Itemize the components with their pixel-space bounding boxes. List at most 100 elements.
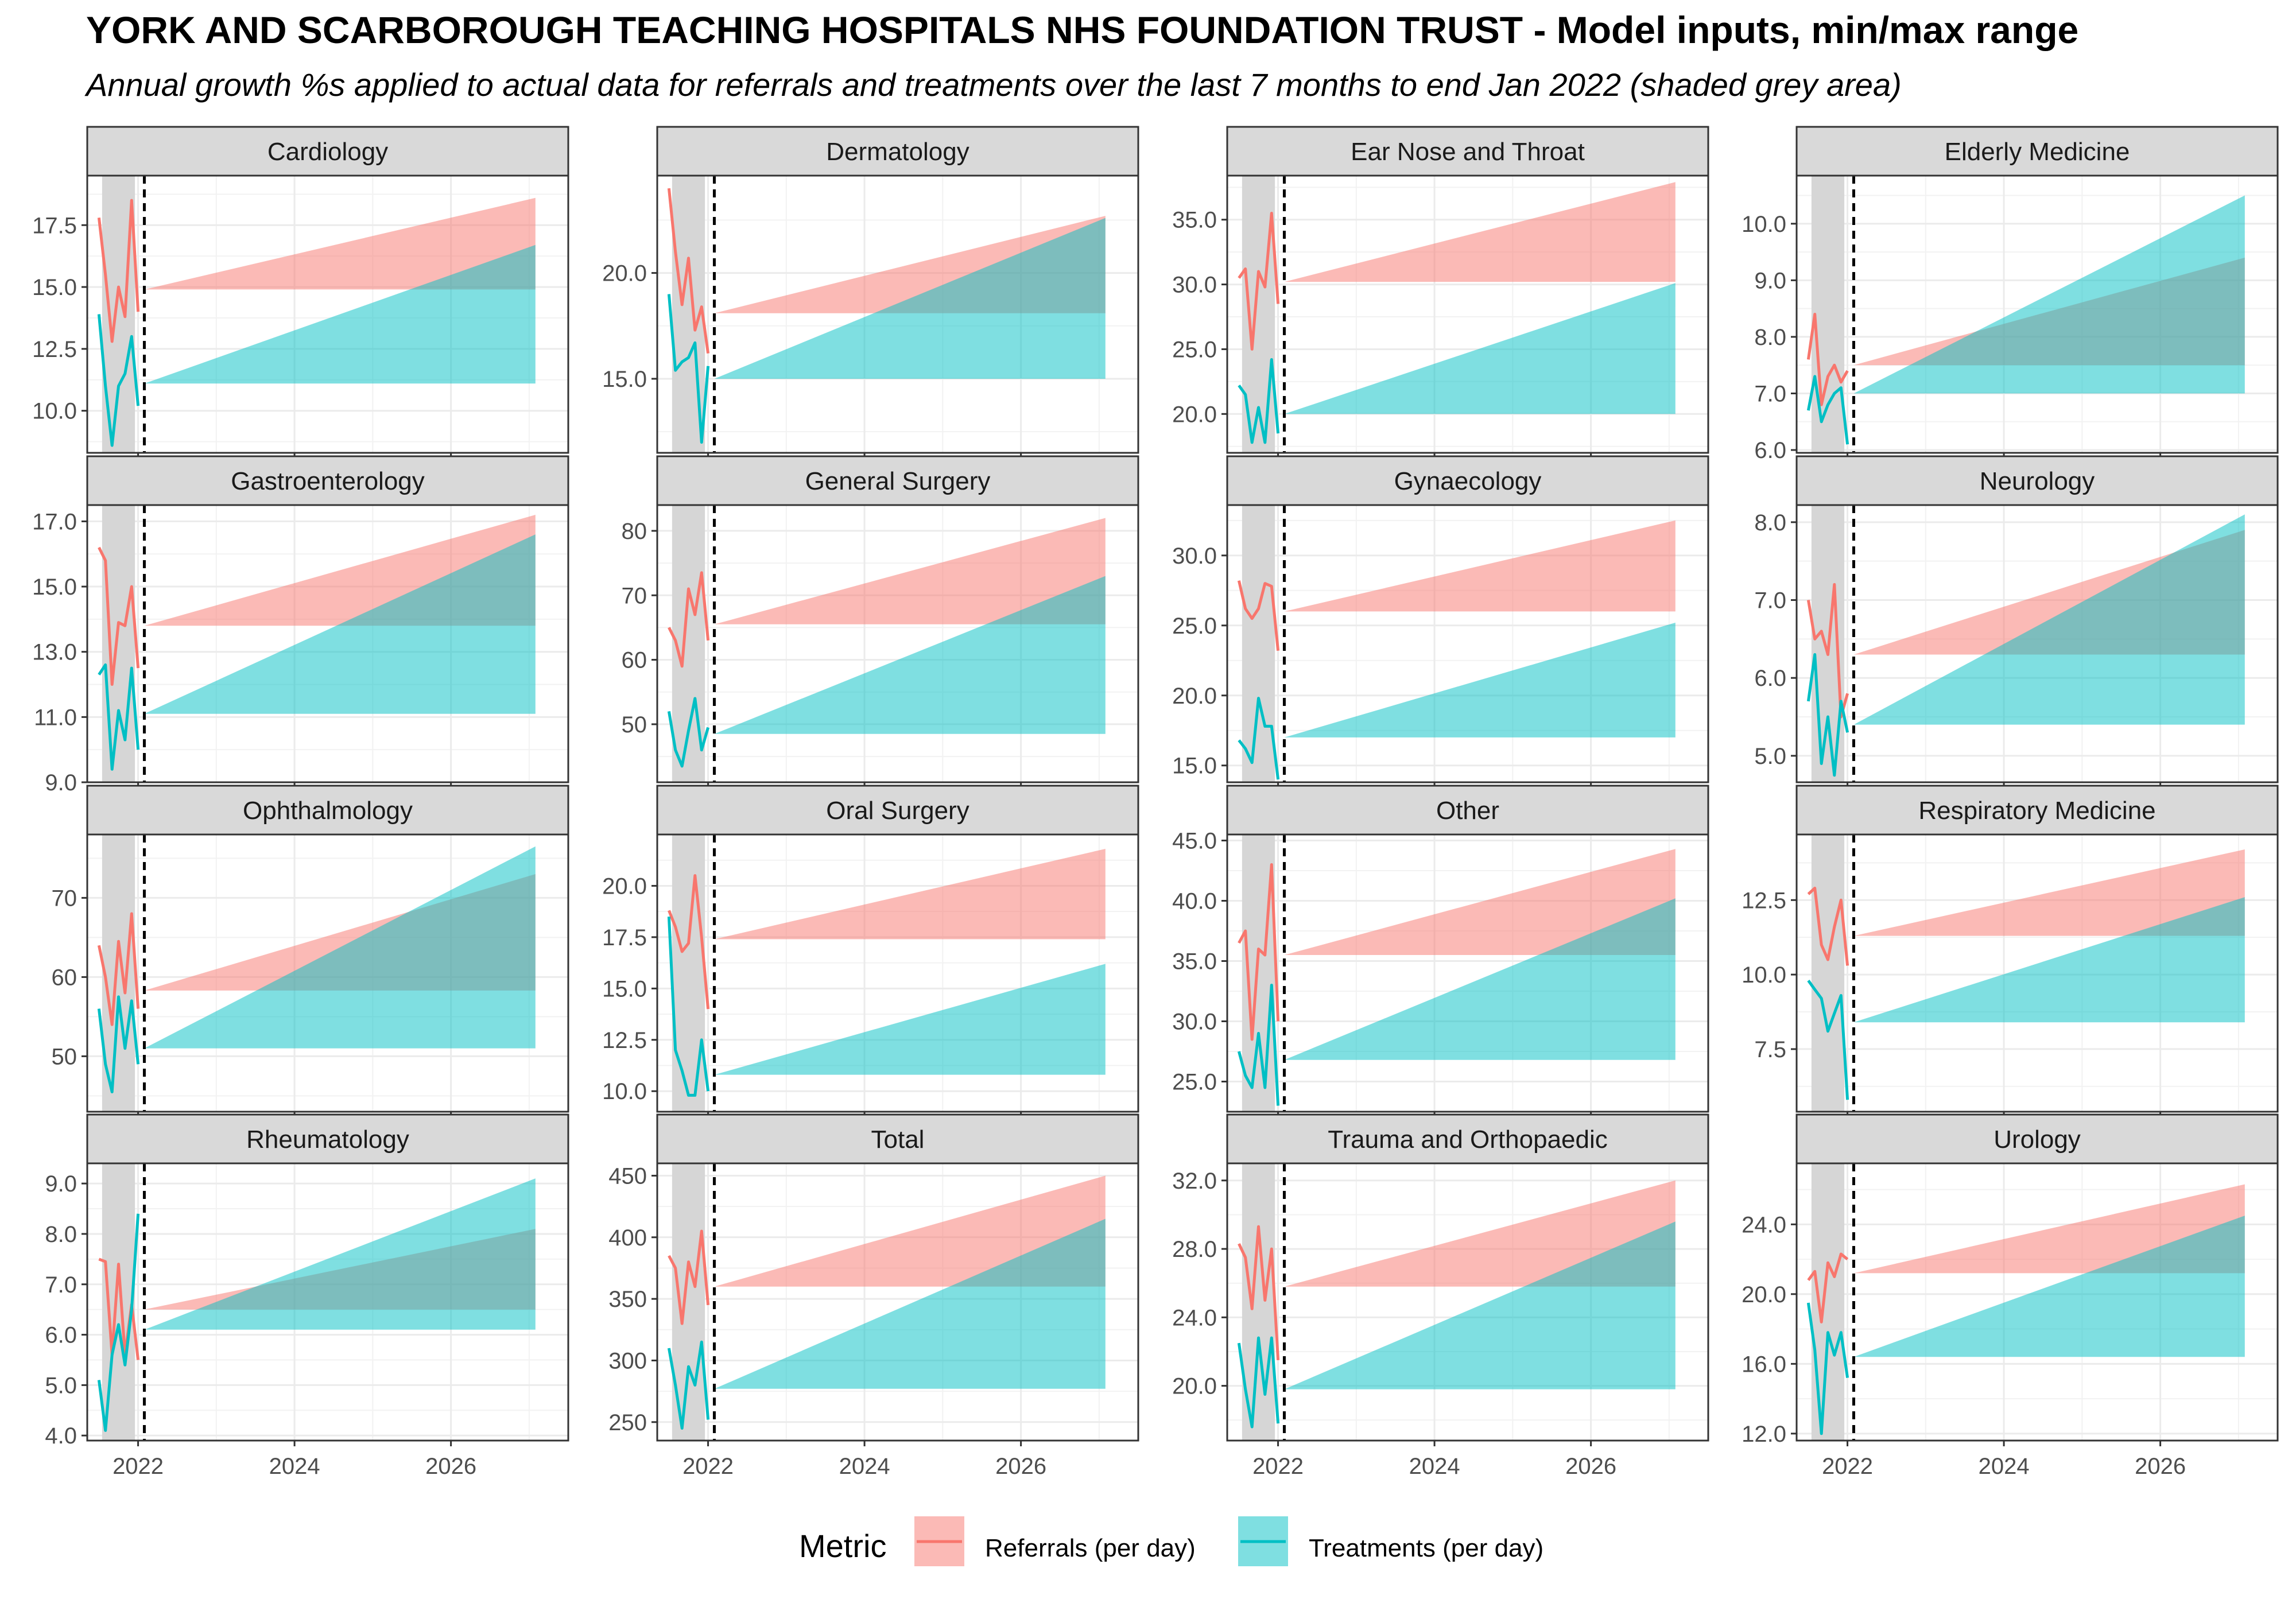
y-tick-label: 17.0 xyxy=(32,509,77,534)
facet-panels: Cardiology 10.0 12.5 15.0 17.5 Dermatology 15.… xyxy=(32,126,2279,1479)
y-tick-label: 25.0 xyxy=(1172,337,1217,362)
legend: Metric Referrals (per day) Treatments (p… xyxy=(799,1516,1543,1566)
treatments-actual-line xyxy=(1237,1336,1280,1429)
referrals-actual-line xyxy=(668,874,710,1010)
y-tick-label: 15.0 xyxy=(32,575,77,600)
facet-strip-label: Dermatology xyxy=(826,138,969,166)
y-tick-label: 50 xyxy=(52,1044,77,1069)
facet-strip-label: Rheumatology xyxy=(246,1125,409,1154)
referrals-actual-line xyxy=(97,912,140,1026)
facet-panel: Gynaecology 15.0 20.0 25.0 30.0 xyxy=(1172,455,1709,788)
y-tick-label: 8.0 xyxy=(1754,325,1786,350)
y-tick-label: 20.0 xyxy=(1172,684,1217,709)
y-tick-label: 17.5 xyxy=(602,925,647,950)
x-tick-label: 2024 xyxy=(1409,1454,1460,1479)
facet-strip-label: Gastroenterology xyxy=(231,467,425,495)
facet-panel: Trauma and Orthopaedic 20.0 24.0 28.0 32.0 20… xyxy=(1172,1113,1709,1479)
treatments-projection-band xyxy=(144,1178,536,1330)
facet-strip xyxy=(1795,1113,2279,1165)
treatments-actual-line xyxy=(1806,653,1849,777)
legend-title: Metric xyxy=(799,1528,886,1564)
y-tick-label: 17.5 xyxy=(32,213,77,238)
facet-strip xyxy=(86,126,569,177)
y-tick-label: 7.0 xyxy=(45,1272,77,1298)
y-tick-label: 35.0 xyxy=(1172,208,1217,233)
y-tick-label: 40.0 xyxy=(1172,889,1217,914)
facet-panel: Oral Surgery 10.0 12.5 15.0 17.5 20.0 xyxy=(602,785,1139,1117)
treatments-projection-band xyxy=(1284,283,1676,414)
y-tick-label: 60 xyxy=(52,965,77,990)
treatments-actual-line xyxy=(667,916,710,1097)
y-tick-label: 7.0 xyxy=(1754,588,1786,614)
facet-strip-label: General Surgery xyxy=(805,467,991,495)
facet-strip-label: Ophthalmology xyxy=(243,797,413,825)
y-tick-label: 20.0 xyxy=(1172,1374,1217,1399)
x-tick-label: 2026 xyxy=(995,1454,1046,1479)
facet-panel: General Surgery 50 60 70 80 xyxy=(622,455,1139,788)
treatments-projection-band xyxy=(1284,1221,1676,1389)
y-tick-label: 8.0 xyxy=(1754,510,1786,535)
facet-strip xyxy=(86,455,569,506)
treatments-projection-band xyxy=(1853,195,2245,394)
y-tick-label: 70 xyxy=(52,886,77,911)
facet-panel: Rheumatology 4.0 5.0 6.0 7.0 8.0 9.0 2022 2024 20… xyxy=(45,1113,569,1479)
treatments-actual-line xyxy=(667,697,710,768)
x-tick-label: 2026 xyxy=(425,1454,476,1479)
y-tick-label: 25.0 xyxy=(1172,1070,1217,1095)
facet-strip-label: Oral Surgery xyxy=(826,797,969,825)
facet-strip-label: Elderly Medicine xyxy=(1945,138,2130,166)
treatments-projection-band xyxy=(144,534,536,714)
facet-strip-label: Total xyxy=(871,1125,925,1154)
referrals-projection-band xyxy=(714,518,1106,624)
y-tick-label: 30.0 xyxy=(1172,544,1217,569)
actual-period-shade xyxy=(102,505,135,782)
treatments-projection-band xyxy=(1284,622,1676,737)
treatments-actual-line xyxy=(1237,984,1280,1106)
facet-strip xyxy=(656,785,1139,836)
y-tick-label: 16.0 xyxy=(1742,1352,1786,1377)
facet-strip-label: Urology xyxy=(1994,1125,2081,1154)
facet-panel: Gastroenterology 9.0 11.0 13.0 15.0 17.0 xyxy=(32,455,569,795)
facet-strip xyxy=(1226,785,1709,836)
facet-strip-label: Gynaecology xyxy=(1394,467,1542,495)
facet-panel: Dermatology 15.0 20.0 xyxy=(602,126,1139,459)
treatments-projection-band xyxy=(714,576,1106,734)
x-tick-label: 2024 xyxy=(839,1454,890,1479)
x-tick-label: 2026 xyxy=(2135,1454,2186,1479)
y-tick-label: 12.5 xyxy=(602,1028,647,1053)
treatments-projection-band xyxy=(714,1218,1106,1389)
actual-period-shade xyxy=(1811,834,1845,1112)
referrals-projection-band xyxy=(1284,849,1676,955)
chart-title: YORK AND SCARBOROUGH TEACHING HOSPITALS … xyxy=(86,9,2079,51)
y-tick-label: 15.0 xyxy=(602,976,647,1002)
y-tick-label: 24.0 xyxy=(1172,1305,1217,1330)
facet-panel: Respiratory Medicine 7.5 10.0 12.5 xyxy=(1742,785,2279,1117)
facet-panel: Cardiology 10.0 12.5 15.0 17.5 xyxy=(32,126,569,459)
facet-strip xyxy=(1795,126,2279,177)
y-tick-label: 6.0 xyxy=(1754,666,1786,691)
referrals-actual-line xyxy=(1237,580,1280,651)
y-tick-label: 9.0 xyxy=(45,1171,77,1197)
facet-strip-label: Respiratory Medicine xyxy=(1918,797,2155,825)
y-tick-label: 350 xyxy=(608,1287,647,1312)
treatments-projection-band xyxy=(144,846,536,1049)
treatments-actual-line xyxy=(1806,375,1849,445)
y-tick-label: 20.0 xyxy=(1172,402,1217,427)
y-tick-label: 10.0 xyxy=(1742,212,1786,237)
referrals-projection-band xyxy=(144,197,536,290)
y-tick-label: 9.0 xyxy=(45,770,77,795)
facet-strip xyxy=(656,126,1139,177)
actual-period-shade xyxy=(1811,1163,1845,1441)
y-tick-label: 45.0 xyxy=(1172,829,1217,854)
treatments-projection-band xyxy=(1853,514,2245,725)
referrals-actual-line xyxy=(668,1229,710,1325)
treatments-actual-line xyxy=(97,1213,140,1432)
facet-strip xyxy=(1226,455,1709,506)
facet-strip-label: Ear Nose and Throat xyxy=(1351,138,1585,166)
x-tick-label: 2022 xyxy=(682,1454,734,1479)
y-tick-label: 35.0 xyxy=(1172,949,1217,975)
referrals-actual-line xyxy=(1807,1252,1849,1323)
treatments-actual-line xyxy=(1806,1302,1849,1435)
y-tick-label: 24.0 xyxy=(1742,1212,1786,1237)
y-tick-label: 6.0 xyxy=(45,1323,77,1348)
